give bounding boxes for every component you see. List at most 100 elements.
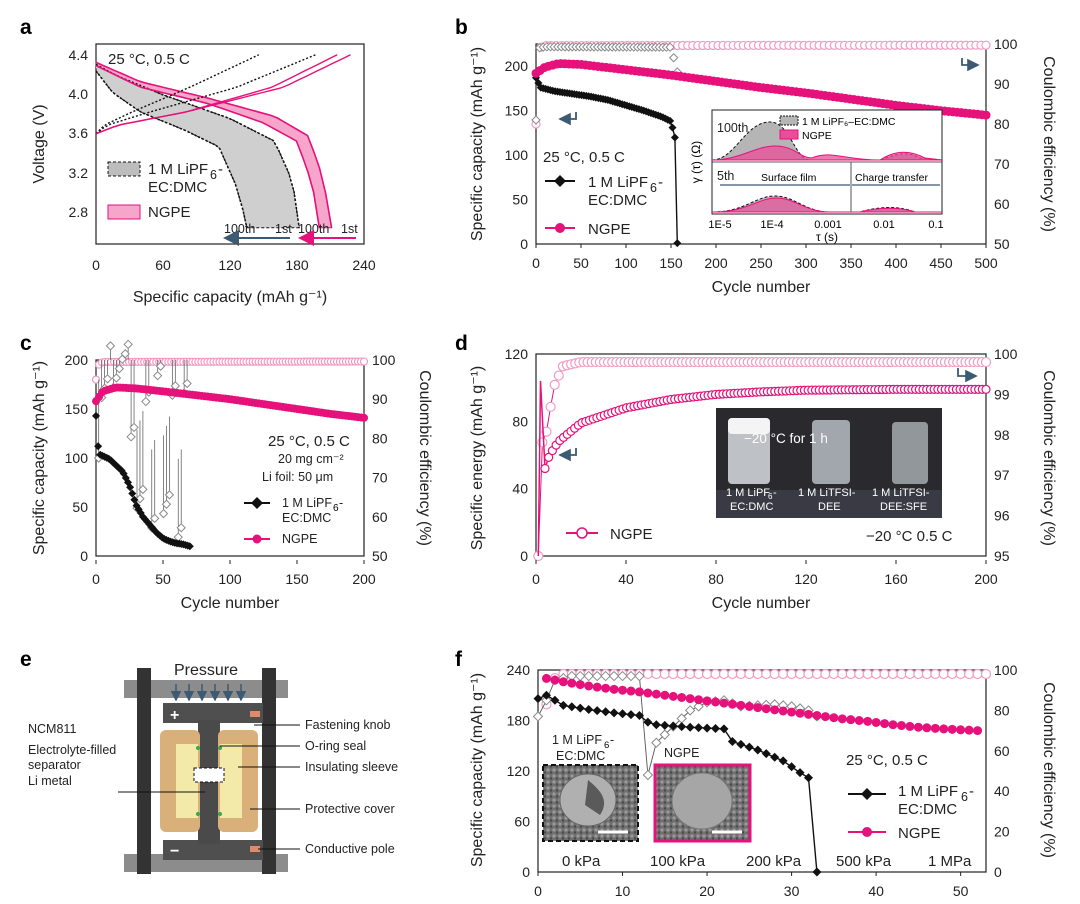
ce-point-ngpe	[545, 401, 556, 412]
capacity-point-lipf6	[618, 709, 628, 719]
capacity-point-lipf6	[761, 749, 771, 759]
photo-caption: −20 °C for 1 h	[744, 431, 828, 446]
y-tick: 90	[994, 76, 1010, 92]
ce-point-lipf6	[114, 363, 125, 374]
capacity-point-lipf6	[128, 489, 137, 498]
ce-point-ngpe	[794, 668, 806, 680]
capacity-point-ngpe	[778, 706, 788, 716]
capacity-point-lipf6	[753, 745, 763, 755]
capacity-point-lipf6	[666, 116, 675, 125]
x-tick: 250	[749, 255, 773, 271]
vial-label: 1 M LiTFSI-	[798, 487, 856, 499]
y-axis-label: Specific capacity (mAh g⁻¹)	[469, 673, 486, 867]
ce-point-ngpe	[727, 668, 738, 680]
ce-point-ngpe	[972, 668, 983, 680]
y-tick: 120	[507, 763, 531, 779]
y-axis-label: Specific capacity (mAh g⁻¹)	[31, 361, 48, 555]
ce-point-ngpe	[642, 668, 653, 680]
x-tick: 0	[92, 571, 100, 587]
x-tick: 150	[285, 571, 309, 587]
y-tick: 100	[372, 352, 396, 368]
ce-point-lipf6	[583, 670, 594, 682]
capacity-point-lipf6	[130, 495, 139, 504]
capacity-point-ngpe	[567, 678, 577, 688]
capacity-point-ngpe	[727, 699, 737, 709]
y-tick: 3.2	[69, 165, 89, 181]
vial-litfsi-dee	[812, 420, 850, 484]
y-tick: 60	[514, 814, 530, 830]
capacity-point-ngpe	[956, 725, 966, 735]
legend-marker	[862, 827, 872, 837]
capacity-point-ngpe	[770, 705, 780, 715]
capacity-point-lipf6	[126, 483, 135, 492]
y-tick: 96	[994, 508, 1010, 524]
pressure-label: Pressure	[174, 662, 238, 679]
x-tick: 0	[532, 255, 540, 271]
x-tick: 450	[929, 255, 953, 271]
vial-label: DEE:SFE	[880, 501, 927, 513]
capacity-point-ngpe	[685, 694, 695, 704]
legend-label: NGPE	[148, 204, 191, 221]
condition-text: 20 mg cm⁻²	[278, 452, 344, 466]
condition-text: 25 °C, 0.5 C	[268, 433, 350, 450]
ce-point-ngpe	[980, 356, 992, 368]
o-ring-icon	[218, 746, 222, 750]
subscript: 6	[604, 740, 609, 751]
y-tick: 100	[994, 346, 1018, 362]
capacity-point-ngpe	[939, 724, 949, 734]
bottom-electrode	[163, 840, 263, 860]
capacity-point-ngpe	[973, 726, 983, 736]
inset-legend-swatch	[779, 115, 799, 126]
pressure-stage-label: 1 MPa	[928, 853, 972, 870]
axis-arrow-icon	[558, 448, 577, 462]
insulating-sleeve-left	[176, 744, 198, 818]
capacity-point-ngpe	[820, 712, 830, 722]
x-tick: 0	[532, 571, 540, 587]
capacity-point-ngpe	[643, 688, 653, 698]
plot-frame	[537, 669, 987, 873]
x-tick: 20	[699, 883, 715, 899]
x-tick: 200	[704, 255, 728, 271]
ce-point-lipf6	[105, 341, 116, 351]
plus-sign: +	[170, 707, 179, 724]
y-tick: 70	[372, 470, 388, 486]
ce-point-lipf6	[541, 695, 552, 706]
capacity-point-ngpe	[694, 695, 704, 705]
ce-point-ngpe	[930, 668, 941, 680]
capacity-point-lipf6	[668, 123, 677, 132]
sem-image-lipf6	[542, 764, 639, 842]
ce-point-ngpe	[659, 668, 670, 680]
subscript: 6	[768, 492, 773, 501]
ce-point-ngpe	[676, 668, 687, 680]
ce-point-ngpe	[359, 357, 369, 366]
inset-area-ngpe	[711, 145, 943, 161]
legend-swatch-ngpe	[107, 204, 141, 220]
o-ring-icon	[218, 812, 222, 816]
schematic-right-label: Insulating sleeve	[305, 760, 398, 774]
capacity-point-lipf6	[677, 722, 687, 732]
left-rod	[137, 668, 151, 874]
capacity-point-lipf6	[185, 542, 194, 551]
ce-point-lipf6	[120, 349, 130, 359]
pressure-stage-label: 100 kPa	[650, 853, 706, 870]
ce-point-lipf6	[161, 499, 172, 509]
ce-point-ngpe	[955, 668, 966, 680]
legend-label: 1 M LiPF	[588, 174, 648, 191]
y-tick: 0	[994, 864, 1002, 880]
inset-label: 5th	[717, 169, 734, 183]
cell-stack-box	[193, 767, 225, 783]
x-tick: 120	[794, 571, 818, 587]
capacity-point-lipf6	[123, 478, 132, 487]
y-axis-label: Voltage (V)	[31, 104, 48, 183]
ce-point-lipf6	[111, 373, 122, 383]
x-axis-label: Cycle number	[181, 595, 280, 612]
y-tick: 80	[994, 116, 1010, 132]
capacity-point-lipf6	[601, 707, 611, 717]
capacity-point-ngpe	[981, 110, 991, 120]
ce-point-lipf6	[625, 670, 637, 682]
y-axis-label: Specific energy (mAh g⁻¹)	[469, 366, 486, 551]
ce-point-lipf6	[693, 701, 704, 712]
ce-point-lipf6	[684, 705, 696, 716]
sem-crack	[585, 780, 605, 815]
ce-point-lipf6	[155, 361, 166, 371]
